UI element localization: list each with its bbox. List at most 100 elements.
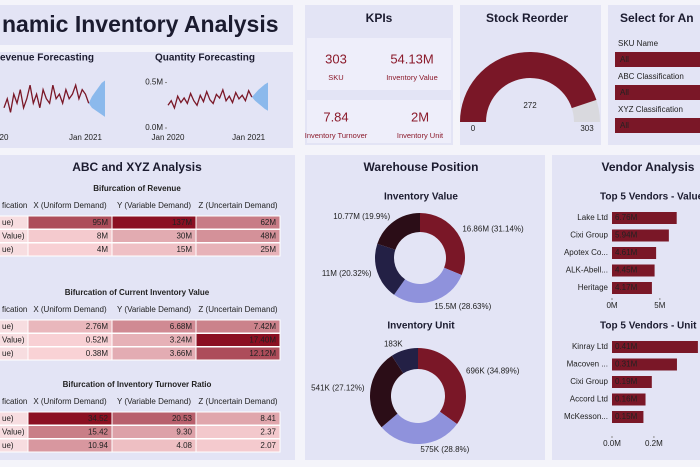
forecast-band	[88, 80, 105, 117]
category-label: Apotex Co...	[564, 248, 608, 257]
page-title: namic Inventory Analysis	[2, 11, 279, 37]
column-header: Z (Uncertain Demand)	[198, 397, 277, 406]
data-label: 183K	[384, 339, 403, 348]
x-tick-label: Jan 2021	[232, 133, 265, 142]
cell-value: 7.42M	[254, 322, 277, 331]
gauge-value: 272	[523, 101, 537, 110]
cell-value: 137M	[172, 218, 192, 227]
chart-title: Top 5 Vendors - Unit	[600, 321, 697, 332]
filter-label: XYZ Classification	[618, 105, 683, 114]
vendor-panel	[552, 155, 700, 460]
data-label: 5.94M	[615, 231, 638, 240]
data-label: 10.77M (19.9%)	[333, 212, 390, 221]
column-header: fication	[2, 201, 27, 210]
kpi-title: KPIs	[366, 11, 393, 25]
cell-value: 2.07	[260, 441, 276, 450]
cell-value: 17.40M	[249, 336, 276, 345]
cell-value: 10.94	[88, 441, 109, 450]
row-label: ue)	[2, 441, 14, 450]
kpi-box	[307, 100, 451, 143]
line	[167, 87, 253, 110]
bar	[612, 376, 652, 388]
data-label: 6.76M	[615, 213, 638, 222]
filter-label: ABC Classification	[618, 72, 684, 81]
section-title: ABC and XYZ Analysis	[72, 160, 202, 174]
column-header: Z (Uncertain Demand)	[198, 305, 277, 314]
data-label: 4.61M	[615, 248, 638, 257]
data-label: 0.16M	[615, 395, 638, 404]
data-label: 0.19M	[615, 377, 638, 386]
bar	[612, 393, 646, 406]
section-title: Vendor Analysis	[602, 160, 695, 174]
table-title: Bifurcation of Revenue	[93, 184, 181, 193]
chart-title: Inventory Value	[384, 192, 458, 203]
row-label: Value)	[2, 232, 25, 241]
cell-value: 8M	[97, 232, 108, 241]
kpi-value: 7.84	[323, 109, 348, 124]
forecast-band	[251, 82, 268, 111]
data-label: 16.86M (31.14%)	[462, 225, 524, 234]
heat-cell	[195, 438, 281, 453]
pie-slice	[375, 243, 406, 295]
column-header: Y (Variable Demand)	[117, 305, 191, 314]
data-label: 575K (28.8%)	[420, 445, 469, 454]
cell-value: 3.66M	[170, 349, 193, 358]
bar	[612, 264, 655, 277]
data-label: 15.5M (28.63%)	[434, 302, 491, 311]
cell-value: 12.12M	[249, 349, 276, 358]
kpi-label: Inventory Value	[386, 73, 438, 82]
category-label: McKesson...	[564, 412, 608, 421]
cell-value: 95M	[92, 218, 108, 227]
category-label: Heritage	[578, 283, 609, 292]
column-header: Y (Variable Demand)	[117, 397, 191, 406]
column-header: X (Uniform Demand)	[33, 397, 107, 406]
cell-value: 8.41	[260, 414, 276, 423]
x-tick-label: 5M	[654, 301, 665, 310]
cell-value: 15.42	[88, 428, 109, 437]
line	[3, 82, 90, 113]
abc-panel	[0, 155, 295, 460]
column-header: Z (Uncertain Demand)	[198, 201, 277, 210]
kpi-value: 54.13M	[390, 51, 433, 66]
section-title: Warehouse Position	[364, 160, 479, 174]
chart-title: Inventory Unit	[387, 321, 455, 332]
bar	[612, 358, 677, 371]
pie-slice	[420, 213, 466, 275]
filter-dropdown[interactable]	[615, 52, 700, 67]
bar	[612, 282, 652, 294]
filter-value: All	[620, 55, 629, 64]
chart-title: Quantity Forecasting	[155, 53, 255, 64]
cell-value: 25M	[260, 245, 276, 254]
warehouse-panel	[305, 155, 545, 460]
pie-slice	[370, 355, 404, 428]
cell-value: 30M	[176, 232, 192, 241]
column-header: fication	[2, 305, 27, 314]
filter-dropdown[interactable]	[615, 85, 700, 100]
cell-value: 48M	[260, 232, 276, 241]
data-label: 0.15M	[615, 412, 638, 421]
cell-value: 3.24M	[170, 336, 193, 345]
x-tick-label: Jan 2021	[69, 133, 102, 142]
kpi-value: 303	[325, 51, 347, 66]
kpi-label: Inventory Unit	[397, 131, 444, 140]
data-label: 541K (27.12%)	[311, 383, 365, 392]
x-tick-label: 20	[0, 133, 9, 142]
y-tick-label: 0.5M	[145, 78, 163, 87]
cell-value: 2.76M	[86, 322, 109, 331]
filter-dropdown[interactable]	[615, 118, 700, 133]
bar	[612, 411, 644, 423]
category-label: Lake Ltd	[577, 213, 608, 222]
x-tick-label: 0.2M	[645, 439, 663, 448]
row-label: Value)	[2, 336, 25, 345]
table-title: Bifurcation of Current Inventory Value	[65, 288, 210, 297]
table-title: Bifurcation of Inventory Turnover Ratio	[63, 380, 212, 389]
cell-value: 20.53	[172, 414, 193, 423]
data-label: 4.17M	[615, 283, 638, 292]
filter-label: SKU Name	[618, 39, 659, 48]
data-label: 0.31M	[615, 360, 638, 369]
row-label: ue)	[2, 322, 14, 331]
kpi-value: 2M	[411, 109, 429, 124]
pie-slice	[381, 411, 458, 444]
category-label: Cixi Group	[570, 231, 608, 240]
